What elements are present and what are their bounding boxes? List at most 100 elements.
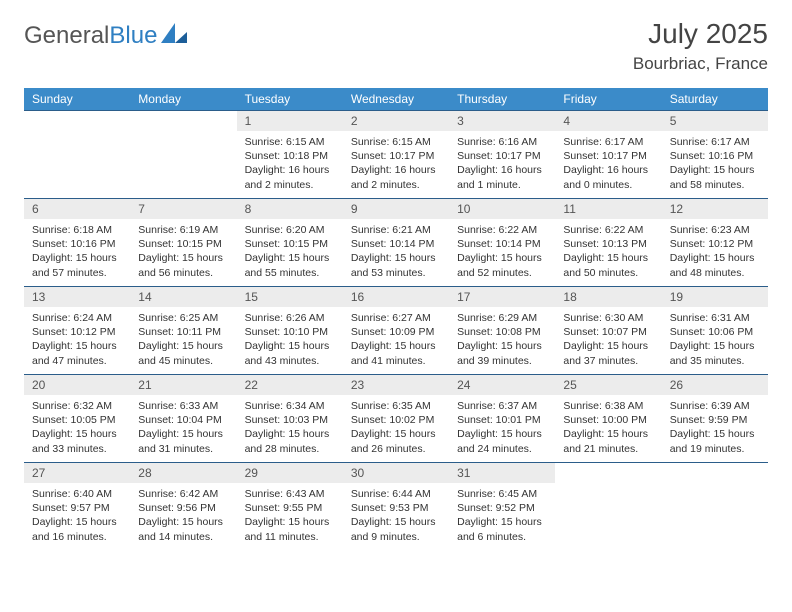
day-number: 29 [237,463,343,483]
day-number: 13 [24,287,130,307]
sunset-line: Sunset: 10:15 PM [138,237,228,251]
cell-content: Sunrise: 6:17 AMSunset: 10:16 PMDaylight… [662,131,768,198]
sunrise-line: Sunrise: 6:20 AM [245,223,335,237]
calendar-cell: 1Sunrise: 6:15 AMSunset: 10:18 PMDayligh… [237,111,343,199]
sunrise-line: Sunrise: 6:21 AM [351,223,441,237]
day-number: 19 [662,287,768,307]
daylight-line: Daylight: 15 hours and 55 minutes. [245,251,335,279]
sunrise-line: Sunrise: 6:30 AM [563,311,653,325]
day-number: 5 [662,111,768,131]
sunrise-line: Sunrise: 6:15 AM [245,135,335,149]
daylight-line: Daylight: 16 hours and 1 minute. [457,163,547,191]
day-number: 7 [130,199,236,219]
day-number: 25 [555,375,661,395]
sunset-line: Sunset: 10:17 PM [563,149,653,163]
day-number: 10 [449,199,555,219]
sunrise-line: Sunrise: 6:27 AM [351,311,441,325]
sunset-line: Sunset: 10:17 PM [457,149,547,163]
cell-content: Sunrise: 6:35 AMSunset: 10:02 PMDaylight… [343,395,449,462]
cell-content: Sunrise: 6:15 AMSunset: 10:18 PMDaylight… [237,131,343,198]
daylight-line: Daylight: 15 hours and 45 minutes. [138,339,228,367]
calendar-cell: 16Sunrise: 6:27 AMSunset: 10:09 PMDaylig… [343,287,449,375]
calendar-cell [662,463,768,551]
sunset-line: Sunset: 10:03 PM [245,413,335,427]
daylight-line: Daylight: 15 hours and 31 minutes. [138,427,228,455]
daylight-line: Daylight: 15 hours and 47 minutes. [32,339,122,367]
day-header: Friday [555,88,661,111]
daylight-line: Daylight: 15 hours and 14 minutes. [138,515,228,543]
calendar-cell: 4Sunrise: 6:17 AMSunset: 10:17 PMDayligh… [555,111,661,199]
cell-content: Sunrise: 6:42 AMSunset: 9:56 PMDaylight:… [130,483,236,550]
calendar-cell: 21Sunrise: 6:33 AMSunset: 10:04 PMDaylig… [130,375,236,463]
cell-content: Sunrise: 6:17 AMSunset: 10:17 PMDaylight… [555,131,661,198]
daylight-line: Daylight: 15 hours and 58 minutes. [670,163,760,191]
day-header: Saturday [662,88,768,111]
calendar-cell: 11Sunrise: 6:22 AMSunset: 10:13 PMDaylig… [555,199,661,287]
cell-content: Sunrise: 6:43 AMSunset: 9:55 PMDaylight:… [237,483,343,550]
calendar-cell: 17Sunrise: 6:29 AMSunset: 10:08 PMDaylig… [449,287,555,375]
calendar-cell [24,111,130,199]
cell-content: Sunrise: 6:32 AMSunset: 10:05 PMDaylight… [24,395,130,462]
calendar-cell: 22Sunrise: 6:34 AMSunset: 10:03 PMDaylig… [237,375,343,463]
day-number: 2 [343,111,449,131]
calendar-table: SundayMondayTuesdayWednesdayThursdayFrid… [24,88,768,551]
daylight-line: Daylight: 15 hours and 24 minutes. [457,427,547,455]
calendar-cell: 13Sunrise: 6:24 AMSunset: 10:12 PMDaylig… [24,287,130,375]
title-block: July 2025 Bourbriac, France [633,18,768,74]
cell-content: Sunrise: 6:18 AMSunset: 10:16 PMDaylight… [24,219,130,286]
cell-content: Sunrise: 6:24 AMSunset: 10:12 PMDaylight… [24,307,130,374]
day-number: 27 [24,463,130,483]
day-number: 21 [130,375,236,395]
daylight-line: Daylight: 15 hours and 21 minutes. [563,427,653,455]
cell-content: Sunrise: 6:31 AMSunset: 10:06 PMDaylight… [662,307,768,374]
sunrise-line: Sunrise: 6:32 AM [32,399,122,413]
sunset-line: Sunset: 9:53 PM [351,501,441,515]
daylight-line: Daylight: 16 hours and 0 minutes. [563,163,653,191]
day-number: 4 [555,111,661,131]
sunset-line: Sunset: 10:17 PM [351,149,441,163]
daylight-line: Daylight: 15 hours and 11 minutes. [245,515,335,543]
day-number: 8 [237,199,343,219]
day-number: 26 [662,375,768,395]
day-number: 17 [449,287,555,307]
sunset-line: Sunset: 10:05 PM [32,413,122,427]
logo: GeneralBlue [24,18,187,50]
cell-content: Sunrise: 6:40 AMSunset: 9:57 PMDaylight:… [24,483,130,550]
sunset-line: Sunset: 10:16 PM [670,149,760,163]
sunset-line: Sunset: 10:02 PM [351,413,441,427]
day-number: 3 [449,111,555,131]
day-number: 28 [130,463,236,483]
sunset-line: Sunset: 10:06 PM [670,325,760,339]
sunrise-line: Sunrise: 6:22 AM [563,223,653,237]
day-number: 14 [130,287,236,307]
cell-content: Sunrise: 6:30 AMSunset: 10:07 PMDaylight… [555,307,661,374]
sunrise-line: Sunrise: 6:25 AM [138,311,228,325]
sunrise-line: Sunrise: 6:29 AM [457,311,547,325]
sunrise-line: Sunrise: 6:43 AM [245,487,335,501]
logo-text-2: Blue [109,22,157,50]
sunset-line: Sunset: 9:57 PM [32,501,122,515]
sunset-line: Sunset: 10:12 PM [32,325,122,339]
sunrise-line: Sunrise: 6:22 AM [457,223,547,237]
sunset-line: Sunset: 10:13 PM [563,237,653,251]
day-number: 6 [24,199,130,219]
calendar-cell: 7Sunrise: 6:19 AMSunset: 10:15 PMDayligh… [130,199,236,287]
sunrise-line: Sunrise: 6:18 AM [32,223,122,237]
calendar-cell: 26Sunrise: 6:39 AMSunset: 9:59 PMDayligh… [662,375,768,463]
calendar-week: 13Sunrise: 6:24 AMSunset: 10:12 PMDaylig… [24,287,768,375]
calendar-cell: 14Sunrise: 6:25 AMSunset: 10:11 PMDaylig… [130,287,236,375]
cell-content: Sunrise: 6:15 AMSunset: 10:17 PMDaylight… [343,131,449,198]
calendar-cell: 3Sunrise: 6:16 AMSunset: 10:17 PMDayligh… [449,111,555,199]
sunset-line: Sunset: 10:04 PM [138,413,228,427]
sunrise-line: Sunrise: 6:26 AM [245,311,335,325]
daylight-line: Daylight: 15 hours and 41 minutes. [351,339,441,367]
sunset-line: Sunset: 10:18 PM [245,149,335,163]
sunrise-line: Sunrise: 6:40 AM [32,487,122,501]
calendar-cell: 31Sunrise: 6:45 AMSunset: 9:52 PMDayligh… [449,463,555,551]
cell-content: Sunrise: 6:44 AMSunset: 9:53 PMDaylight:… [343,483,449,550]
cell-content: Sunrise: 6:38 AMSunset: 10:00 PMDaylight… [555,395,661,462]
daylight-line: Daylight: 15 hours and 48 minutes. [670,251,760,279]
day-number: 22 [237,375,343,395]
day-number: 9 [343,199,449,219]
sunrise-line: Sunrise: 6:15 AM [351,135,441,149]
